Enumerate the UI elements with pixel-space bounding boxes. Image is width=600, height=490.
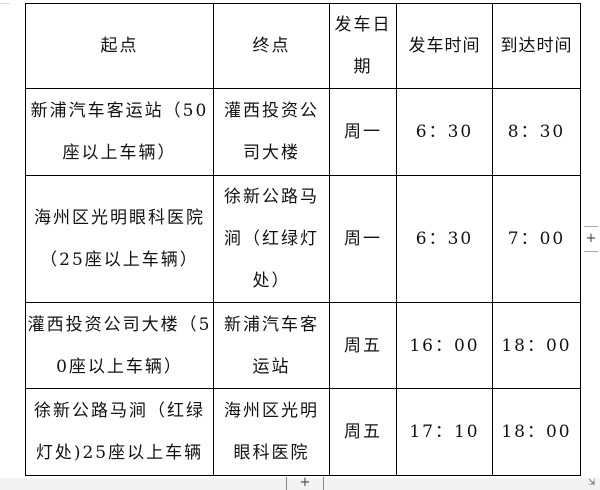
add-row-button[interactable]: + (286, 476, 324, 490)
cell-destination: 灌西投资公司大楼 (213, 88, 330, 176)
schedule-table: 起点 终点 发车日期 发车时间 到达时间 新浦汽车客运站（50座以上车辆） 灌西… (25, 3, 581, 476)
cell-destination: 新浦汽车客运站 (213, 302, 330, 389)
table-row: 灌西投资公司大楼（50座以上车辆） 新浦汽车客运站 周五 16：00 18：00 (25, 302, 581, 389)
cell-arrival: 8：30 (492, 88, 581, 176)
resize-handle-icon[interactable]: ⇲ (588, 478, 596, 488)
header-arrival-time: 到达时间 (492, 3, 581, 89)
cell-day: 周五 (329, 302, 397, 389)
bottom-bar (0, 478, 600, 490)
table-row: 徐新公路马涧（红绿灯处)25座以上车辆 海州区光明眼科医院 周五 17：10 1… (25, 388, 581, 476)
cell-arrival: 7：00 (492, 175, 581, 303)
table-corner-mark (0, 0, 10, 4)
add-column-button[interactable]: + (584, 226, 598, 252)
header-destination: 终点 (213, 3, 330, 89)
cell-origin: 徐新公路马涧（红绿灯处)25座以上车辆 (25, 388, 214, 476)
cell-arrival: 18：00 (492, 388, 581, 476)
cell-destination: 徐新公路马涧（红绿灯处） (213, 175, 330, 303)
table-header-row: 起点 终点 发车日期 发车时间 到达时间 (25, 3, 581, 89)
cell-origin: 灌西投资公司大楼（50座以上车辆） (25, 302, 214, 389)
header-origin: 起点 (25, 3, 214, 89)
table-row: 新浦汽车客运站（50座以上车辆） 灌西投资公司大楼 周一 6：30 8：30 (25, 88, 581, 176)
cell-origin: 海州区光明眼科医院（25座以上车辆） (25, 175, 214, 303)
cell-departure: 6：30 (396, 175, 493, 303)
cell-day: 周一 (329, 88, 397, 176)
cell-departure: 17：10 (396, 388, 493, 476)
header-departure-time: 发车时间 (396, 3, 493, 89)
cell-departure: 6：30 (396, 88, 493, 176)
cell-day: 周五 (329, 388, 397, 476)
table-row: 海州区光明眼科医院（25座以上车辆） 徐新公路马涧（红绿灯处） 周一 6：30 … (25, 175, 581, 303)
cell-day: 周一 (329, 175, 397, 303)
header-departure-day: 发车日期 (329, 3, 397, 89)
cell-origin: 新浦汽车客运站（50座以上车辆） (25, 88, 214, 176)
cell-destination: 海州区光明眼科医院 (213, 388, 330, 476)
cell-departure: 16：00 (396, 302, 493, 389)
cell-arrival: 18：00 (492, 302, 581, 389)
